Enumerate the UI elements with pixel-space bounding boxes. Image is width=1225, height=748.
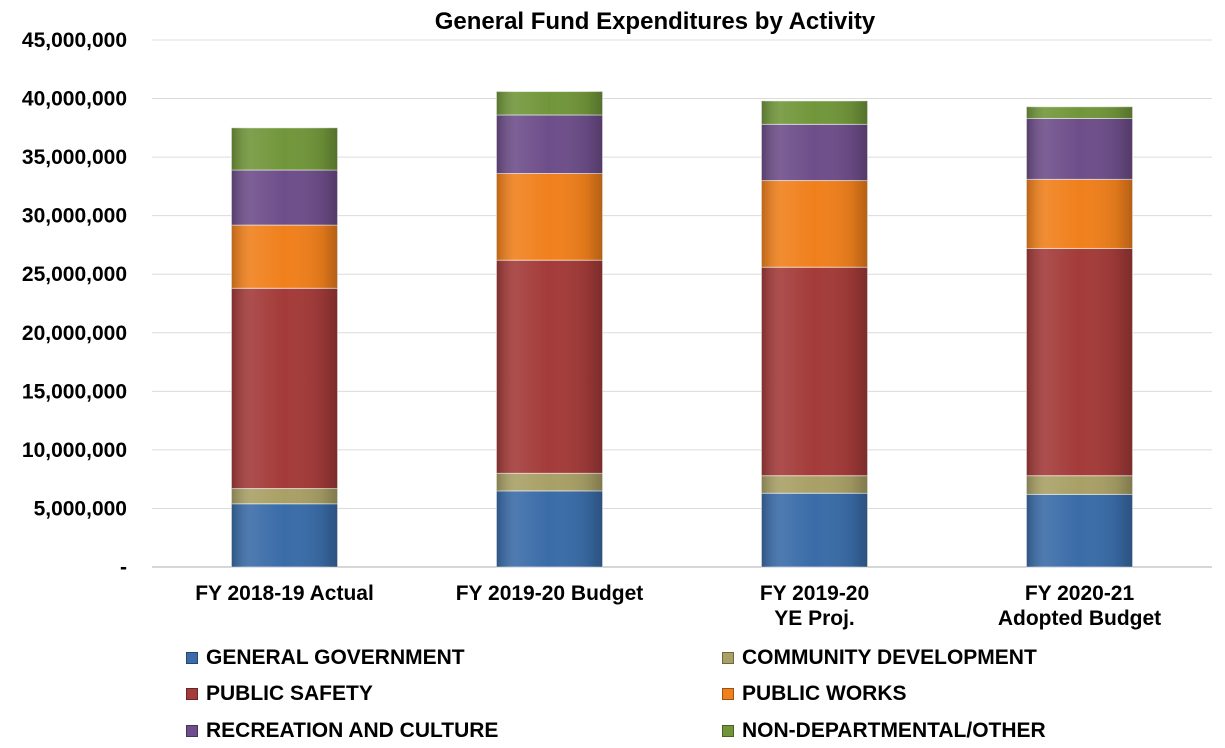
bar-segment-shade	[231, 169, 338, 226]
y-axis-ticks: - 5,000,000 10,000,000 15,000,000 20,000,000…	[22, 29, 127, 579]
bar-segment-shade	[496, 173, 603, 261]
y-tick-label: 45,000,000	[22, 29, 127, 52]
x-tick-label: Adopted Budget	[998, 607, 1161, 630]
bar-segment-shade	[231, 503, 338, 567]
y-tick-label: 35,000,000	[22, 146, 127, 169]
bar-segment-shade	[496, 473, 603, 491]
bar-segment-shade	[231, 225, 338, 289]
y-tick-label: -	[120, 556, 127, 579]
y-tick-label: 30,000,000	[22, 205, 127, 228]
x-tick-label: FY 2019-20 Budget	[456, 582, 644, 605]
x-tick-label: FY 2020-21	[1025, 582, 1135, 605]
y-tick-label: 20,000,000	[22, 322, 127, 345]
x-tick-label: FY 2019-20	[760, 582, 869, 605]
x-tick-label: YE Proj.	[774, 607, 855, 630]
x-tick-label: FY 2018-19 Actual	[195, 582, 374, 605]
bar-segment-shade	[231, 127, 338, 170]
chart-title: General Fund Expenditures by Activity	[435, 8, 876, 35]
y-tick-label: 10,000,000	[22, 439, 127, 462]
bar-segment-shade	[496, 114, 603, 174]
bar-segment-shade	[1026, 494, 1133, 567]
bar-segment-shade	[761, 493, 868, 567]
bar-segment-shade	[1026, 475, 1133, 495]
bar-segment-shade	[761, 180, 868, 268]
y-tick-label: 15,000,000	[22, 380, 127, 403]
y-tick-label: 5,000,000	[34, 497, 127, 520]
bar-segment-shade	[1026, 106, 1133, 119]
y-tick-label: 40,000,000	[22, 88, 127, 111]
bar-segment-shade	[231, 288, 338, 489]
bar-segment-shade	[496, 91, 603, 115]
bar-segment-shade	[496, 260, 603, 474]
y-tick-label: 25,000,000	[22, 263, 127, 286]
x-axis-ticks: FY 2018-19 Actual FY 2019-20 Budget FY 201…	[195, 582, 1161, 630]
bar-segment-shade	[761, 124, 868, 181]
bar-segment-shade	[761, 100, 868, 125]
bar-segment-shade	[496, 490, 603, 567]
bars	[231, 91, 1133, 568]
bar-segment-shade	[1026, 179, 1133, 249]
bar-segment-shade	[761, 267, 868, 476]
bar-segment-shade	[1026, 248, 1133, 476]
bar-segment-shade	[761, 475, 868, 494]
bar-segment-shade	[1026, 118, 1133, 180]
bar-segment-shade	[231, 488, 338, 504]
